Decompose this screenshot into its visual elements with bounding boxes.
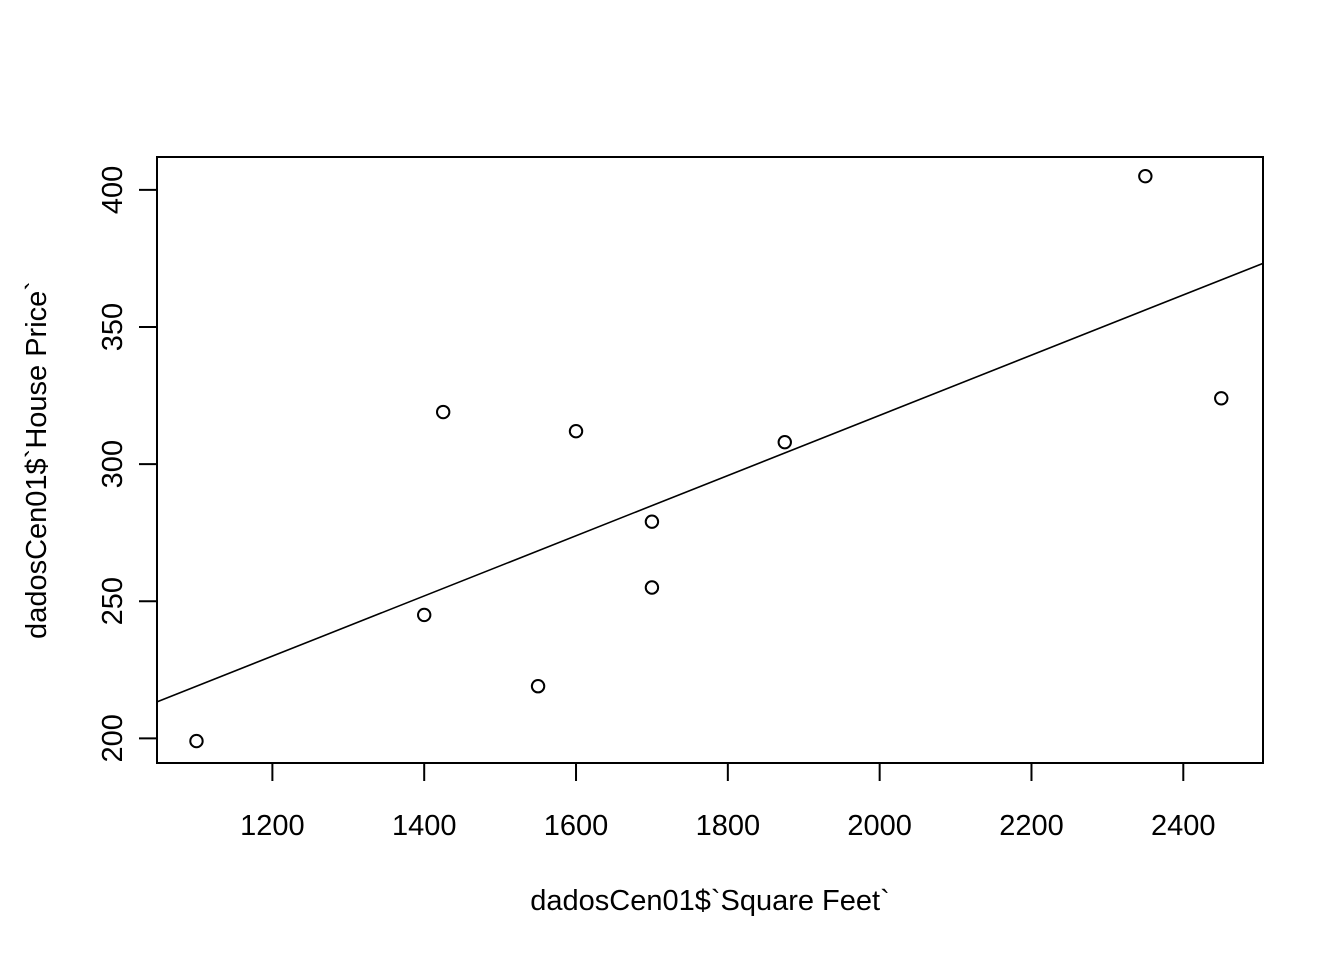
x-tick-label: 2200 bbox=[999, 810, 1064, 842]
y-tick-label: 400 bbox=[97, 166, 129, 214]
data-point bbox=[435, 404, 451, 420]
plot-frame bbox=[156, 156, 1264, 764]
data-point bbox=[777, 434, 792, 450]
data-point bbox=[417, 607, 432, 623]
data-point bbox=[1138, 168, 1153, 184]
data-point bbox=[189, 733, 204, 749]
regression-line bbox=[157, 262, 1263, 703]
x-tick-label: 1600 bbox=[544, 810, 609, 842]
data-point bbox=[644, 580, 660, 595]
data-point bbox=[1214, 391, 1229, 406]
x-tick-label: 2400 bbox=[1151, 810, 1216, 842]
regression-layer bbox=[157, 262, 1263, 703]
y-tick-label: 250 bbox=[97, 577, 129, 625]
x-tick-label: 1200 bbox=[240, 810, 305, 842]
y-tick-label: 300 bbox=[97, 440, 129, 488]
y-tick-label: 350 bbox=[97, 303, 129, 351]
x-axis-title: dadosCen01$`Square Feet` bbox=[530, 885, 890, 917]
x-tick-label: 1400 bbox=[392, 810, 457, 842]
x-tick-label: 2000 bbox=[847, 810, 912, 842]
points-layer bbox=[189, 168, 1229, 749]
x-axis: 1200 1400 1600 1800 2000 2200 2400 bbox=[240, 762, 1216, 842]
y-tick-label: 200 bbox=[97, 714, 129, 762]
data-point bbox=[530, 679, 546, 694]
data-point bbox=[568, 424, 584, 439]
data-point bbox=[644, 514, 660, 529]
y-axis: 200 250 300 350 400 bbox=[97, 166, 158, 763]
x-tick-label: 1800 bbox=[696, 810, 761, 842]
y-axis-title: dadosCen01$`House Price` bbox=[21, 281, 53, 639]
